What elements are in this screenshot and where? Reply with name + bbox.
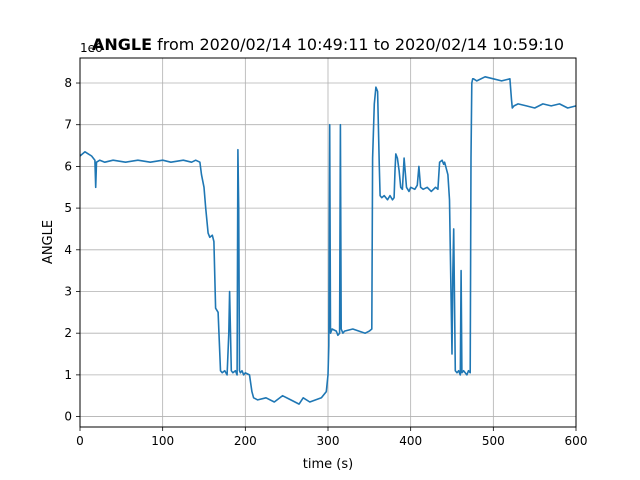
series-line-0 <box>79 76 577 405</box>
x-ticks: 0 100 200 300 400 500 600 <box>76 427 587 448</box>
y-tick-label: 4 <box>64 243 72 257</box>
x-tick-label: 600 <box>565 434 588 448</box>
series-group <box>79 76 577 405</box>
chart-title-bold: ANGLE <box>92 35 152 54</box>
y-tick-label: 8 <box>64 76 72 90</box>
y-ticks: 0 1 2 3 4 5 6 7 8 <box>64 76 80 424</box>
chart-title-rest: from 2020/02/14 10:49:11 to 2020/02/14 1… <box>152 35 564 54</box>
x-tick-label: 400 <box>399 434 422 448</box>
x-tick-label: 0 <box>76 434 84 448</box>
grid <box>79 58 577 427</box>
x-tick-label: 500 <box>482 434 505 448</box>
y-tick-label: 7 <box>64 118 72 132</box>
y-offset-label: 1e6 <box>80 41 103 55</box>
x-tick-label: 200 <box>234 434 257 448</box>
y-axis-label: ANGLE <box>41 220 56 264</box>
x-axis-label: time (s) <box>303 457 353 472</box>
y-tick-label: 3 <box>64 284 72 298</box>
y-tick-label: 1 <box>64 368 72 382</box>
x-tick-label: 300 <box>317 434 340 448</box>
y-tick-label: 2 <box>64 326 72 340</box>
y-tick-label: 0 <box>64 410 72 424</box>
chart-title: ANGLE from 2020/02/14 10:49:11 to 2020/0… <box>92 35 564 54</box>
x-tick-label: 100 <box>151 434 174 448</box>
y-tick-label: 5 <box>64 201 72 215</box>
y-tick-label: 6 <box>64 159 72 173</box>
